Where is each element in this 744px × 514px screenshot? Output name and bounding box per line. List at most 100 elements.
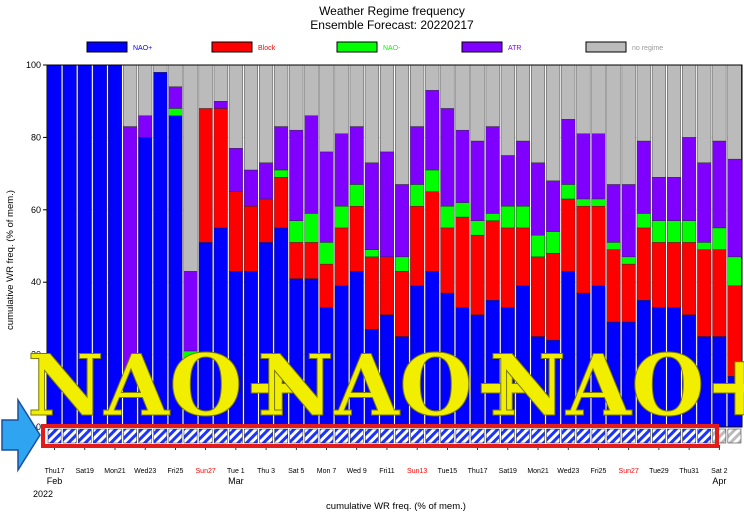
bar-segment bbox=[259, 162, 274, 200]
chart-title: Weather Regime frequency bbox=[319, 4, 465, 18]
bar-segment bbox=[621, 263, 636, 323]
bar-segment bbox=[395, 271, 410, 337]
regime-strip-cell bbox=[667, 428, 681, 444]
bar-segment bbox=[651, 64, 666, 178]
x-tick-label: Sat 5 bbox=[288, 468, 304, 475]
bar-segment bbox=[667, 177, 682, 221]
bar-segment bbox=[349, 205, 364, 272]
bar-segment bbox=[213, 108, 228, 229]
x-axis-title: cumulative WR freq. (% of mem.) bbox=[326, 501, 466, 512]
bar-segment bbox=[621, 184, 636, 258]
bar-segment bbox=[591, 64, 606, 134]
bar-segment bbox=[682, 242, 697, 315]
regime-strip-cell bbox=[516, 428, 530, 444]
bar-segment bbox=[606, 249, 621, 323]
regime-strip-cell bbox=[501, 428, 515, 444]
x-tick-label: Mon21 bbox=[527, 468, 549, 475]
x-tick-label: Wed23 bbox=[557, 468, 579, 475]
bar-segment bbox=[636, 227, 651, 301]
x-tick-label: Mon21 bbox=[104, 468, 126, 475]
bar-segment bbox=[606, 64, 621, 185]
bar-segment bbox=[470, 234, 485, 315]
bar-segment bbox=[485, 213, 500, 221]
bar-segment bbox=[364, 256, 379, 330]
bar-segment bbox=[727, 256, 742, 287]
regime-strip-cell bbox=[395, 428, 409, 444]
bar-segment bbox=[485, 64, 500, 127]
x-axis: Thu17 Sat19 Mon21 Wed23 Fri25 Sun27 Tue 1 Thu 3… bbox=[33, 428, 742, 499]
x-month-label: Apr bbox=[712, 476, 726, 486]
bar-segment bbox=[304, 115, 319, 214]
bar-segment bbox=[470, 140, 485, 221]
bar-segment bbox=[667, 220, 682, 243]
bar-segment bbox=[364, 249, 379, 258]
regime-strip-cell bbox=[183, 428, 198, 444]
bar-segment bbox=[364, 64, 379, 163]
bar-segment bbox=[515, 140, 530, 207]
bar-segment bbox=[138, 64, 153, 116]
regime-strip-cell bbox=[652, 428, 666, 444]
bar-segment bbox=[259, 198, 274, 243]
x-tick-label: Sun27 bbox=[619, 468, 639, 475]
bar-segment bbox=[606, 184, 621, 243]
regime-strip-cell bbox=[365, 428, 379, 444]
y-tick-label: 80 bbox=[31, 132, 41, 142]
regime-strip-cell bbox=[410, 428, 424, 444]
bar-segment bbox=[727, 158, 742, 258]
bar-segment bbox=[651, 220, 666, 243]
x-tick-label: Fri25 bbox=[590, 468, 606, 475]
bar-segment bbox=[304, 64, 319, 116]
regime-strip-cell bbox=[62, 428, 77, 444]
legend-swatch bbox=[336, 41, 378, 53]
bar-segment bbox=[561, 64, 576, 120]
x-month-label: Feb bbox=[47, 476, 63, 486]
regime-strip-cell bbox=[682, 428, 696, 444]
bar-segment bbox=[591, 198, 606, 207]
bar-segment bbox=[591, 133, 606, 200]
bar-segment bbox=[304, 242, 319, 279]
bar-segment bbox=[455, 216, 470, 308]
bar-segment bbox=[289, 64, 304, 131]
bar-segment bbox=[546, 64, 561, 182]
bar-segment bbox=[274, 64, 289, 127]
regime-strip-cell bbox=[153, 428, 168, 444]
regime-strip-cell bbox=[349, 428, 364, 444]
regime-strip-cell bbox=[244, 428, 258, 444]
bar-segment bbox=[274, 169, 289, 178]
big-annotation-label: NAO+ bbox=[489, 336, 744, 435]
regime-strip-cell bbox=[576, 428, 591, 444]
regime-strip-cell bbox=[198, 428, 213, 444]
x-year-label: 2022 bbox=[33, 489, 53, 499]
bar-segment bbox=[138, 115, 153, 138]
bar-segment bbox=[606, 242, 621, 250]
bar-segment bbox=[228, 191, 243, 272]
bar-segment bbox=[576, 64, 591, 134]
bar-segment bbox=[395, 256, 410, 272]
bar-segment bbox=[425, 64, 440, 91]
bar-segment bbox=[531, 162, 546, 236]
bar-segment bbox=[425, 191, 440, 272]
x-tick-label: Sun13 bbox=[407, 468, 427, 475]
overlay: NAO+NAO+NAO+ bbox=[1, 336, 744, 473]
regime-strip-cell bbox=[93, 428, 107, 444]
x-tick-label: Sat 2 bbox=[711, 468, 727, 475]
bar-segment bbox=[168, 86, 183, 109]
bar-segment bbox=[667, 242, 682, 308]
bar-segment bbox=[304, 213, 319, 243]
x-tick-label: Sun27 bbox=[196, 468, 216, 475]
bar-segment bbox=[410, 64, 425, 127]
bar-segment bbox=[455, 64, 470, 131]
y-tick-label: 40 bbox=[31, 277, 41, 287]
regime-strip-cell bbox=[138, 428, 153, 444]
x-month-label: Mar bbox=[228, 476, 244, 486]
stacked-bars bbox=[47, 64, 742, 428]
bar-segment bbox=[319, 263, 334, 308]
bar-segment bbox=[243, 64, 258, 171]
bar-segment bbox=[500, 64, 515, 156]
bar-segment bbox=[440, 205, 455, 229]
bar-segment bbox=[546, 180, 561, 232]
bar-segment bbox=[500, 227, 515, 308]
bar-segment bbox=[395, 64, 410, 185]
